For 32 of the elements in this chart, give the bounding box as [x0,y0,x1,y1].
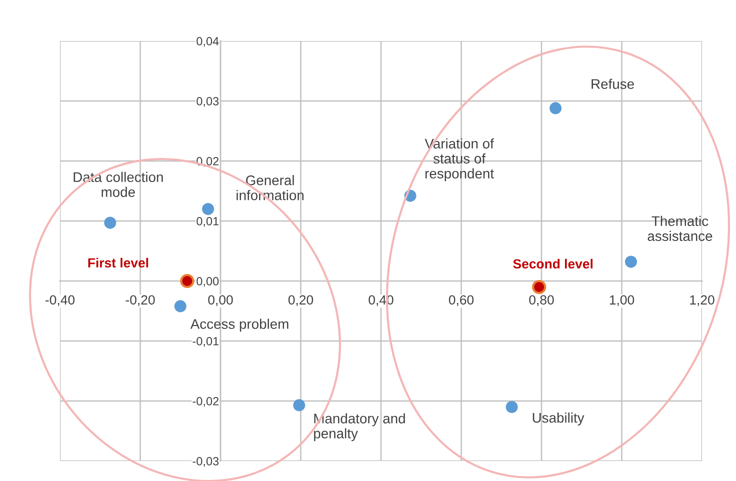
y-tick-label: -0,03 [192,457,219,467]
y-tick-label: -0,01 [192,337,219,347]
annotation: Access problem [190,318,288,332]
point [506,400,518,414]
point [104,216,116,229]
point [180,274,194,288]
x-tick-label: 0,20 [288,295,314,306]
annotation: General information [236,175,304,200]
series-label: Second level [513,258,592,269]
annotation: Usability [532,412,584,426]
point [174,300,186,312]
point [550,102,562,114]
point [293,399,306,412]
annotation: Thematic assistance [648,216,712,242]
y-tick-label: -0,02 [192,397,219,407]
point [624,256,637,268]
x-tick-label: 0,60 [448,295,474,306]
y-tick-label: 0,04 [196,37,219,47]
x-tick-label: -0,20 [126,295,155,306]
annotation: Refuse [592,78,634,89]
x-tick-label: 1,00 [610,295,634,306]
x-tick-label: 0,00 [208,295,233,306]
y-tick-label: 0,00 [196,277,219,287]
x-tick-label: -0,40 [46,295,75,306]
x-tick-label: 0,80 [529,295,554,306]
text: First level [88,258,148,268]
x-tick-label: 1,20 [690,295,714,306]
point [202,202,214,216]
y-tick-label: 0,03 [196,97,219,107]
y-tick-label: 0,01 [196,217,219,227]
annotation: Variation of status of respondent [424,138,494,182]
point [532,280,546,294]
